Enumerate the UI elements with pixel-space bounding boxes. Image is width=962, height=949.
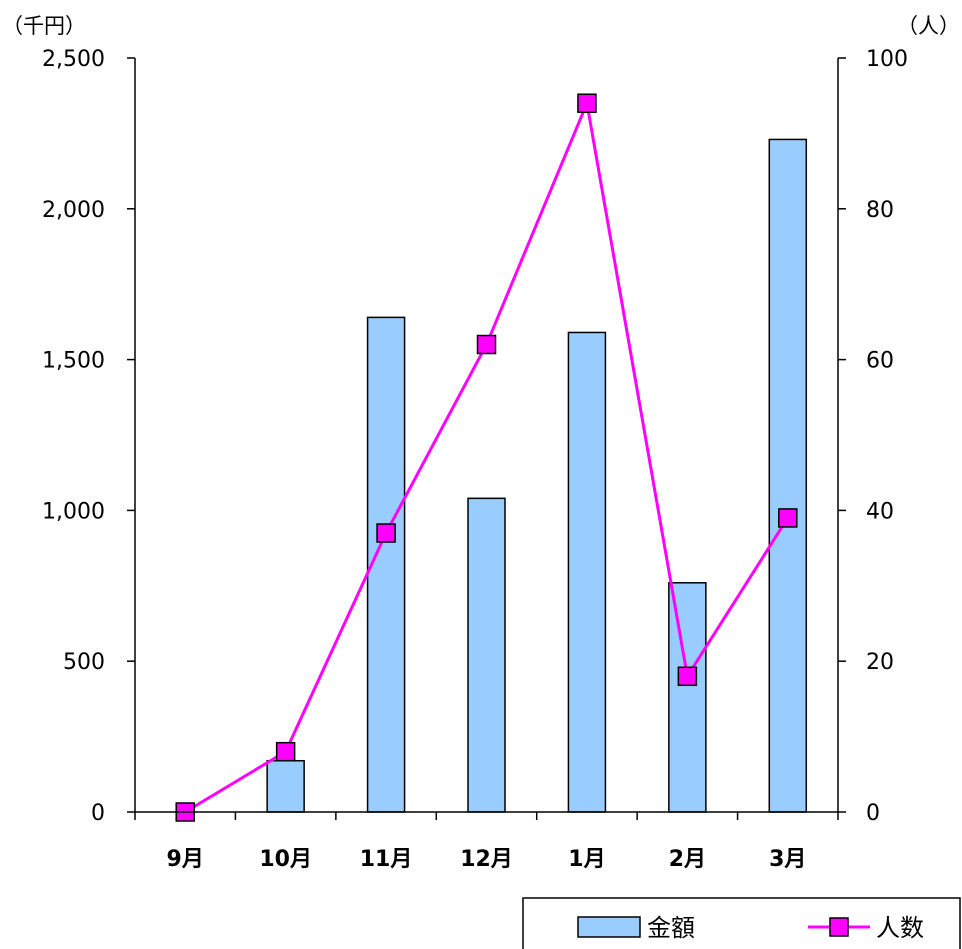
line-marker-2月: [677, 666, 698, 687]
line-marker-3月: [778, 508, 798, 528]
legend-line-marker: [829, 917, 849, 937]
line-marker-12月: [476, 334, 497, 355]
left-axis-unit: （千円）: [2, 14, 86, 38]
left-tick-label: 2,000: [42, 198, 105, 223]
left-tick-label: 0: [91, 801, 105, 826]
category-label: 9月: [167, 847, 204, 872]
right-tick-label: 0: [866, 801, 880, 826]
category-label: 11月: [360, 847, 413, 872]
line-marker-1月: [577, 93, 597, 113]
left-tick-label: 1,000: [42, 499, 105, 524]
left-tick-label: 2,500: [42, 47, 105, 72]
legend-bar-label: 金額: [647, 914, 695, 942]
right-tick-label: 100: [866, 47, 908, 72]
bar-10月: [266, 759, 305, 813]
axes: [127, 57, 846, 820]
bar-2月: [668, 582, 707, 813]
line-marker-10月: [275, 741, 296, 762]
bar-11月: [366, 316, 406, 813]
category-label: 12月: [460, 847, 513, 872]
bar-3月: [768, 138, 808, 813]
category-label: 10月: [259, 847, 312, 872]
right-axis-unit: （人）: [897, 14, 960, 38]
legend-line-label: 人数: [876, 914, 924, 942]
category-label: 1月: [568, 847, 605, 872]
category-label: 2月: [669, 847, 706, 872]
legend-bar-swatch: [577, 916, 641, 938]
right-tick-label: 40: [866, 499, 894, 524]
legend: 金額 人数: [522, 897, 961, 949]
left-tick-label: 500: [63, 650, 105, 675]
right-tick-label: 60: [866, 349, 894, 374]
left-tick-label: 1,500: [42, 349, 105, 374]
tick-labels: 0 500 1,000 1,500 2,000 2,500 0 20 40 60 80 100 9月 10…: [2, 14, 960, 872]
bar-1月: [567, 331, 607, 813]
category-label: 3月: [769, 847, 806, 872]
bar-12月: [467, 497, 506, 813]
right-tick-label: 20: [866, 650, 894, 675]
bar-series: [266, 138, 808, 813]
line-marker-11月: [376, 523, 396, 543]
right-tick-label: 80: [866, 198, 894, 223]
line-series: [175, 93, 798, 822]
